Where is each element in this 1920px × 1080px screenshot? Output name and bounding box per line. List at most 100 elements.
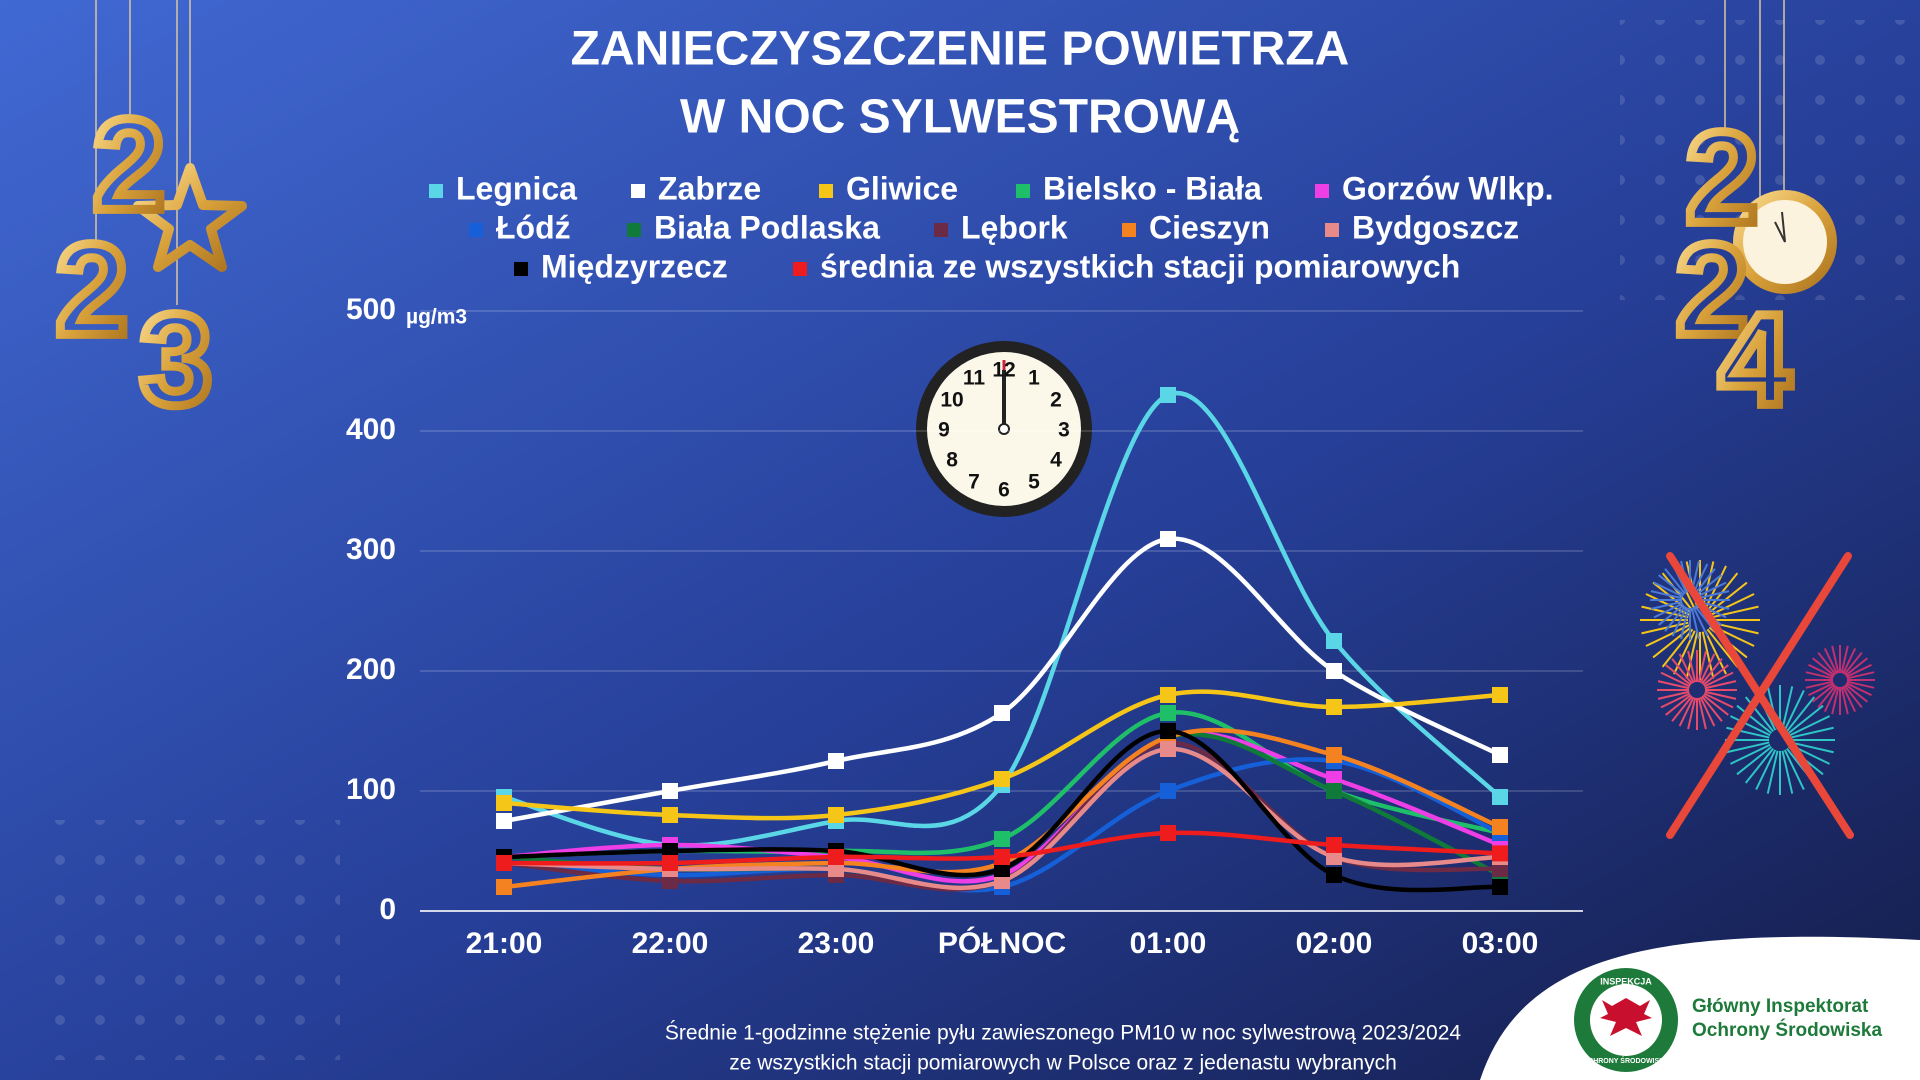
data-point [1492,747,1508,763]
data-point [496,813,512,829]
data-point [994,831,1010,847]
clock-number: 8 [946,449,958,472]
clock-number: 11 [963,367,986,390]
firework-ray [1730,715,1771,737]
firework-ray [1845,682,1872,697]
firework-ray [1671,658,1693,685]
firework-ray [1840,645,1849,674]
data-point [1160,741,1176,757]
clock-number: 12 [992,359,1015,382]
data-point [1326,867,1342,883]
legend-swatch [627,223,641,237]
firework-ray [1786,696,1816,733]
firework-ray [1766,750,1779,794]
year-digit: 3 [140,286,212,432]
y-unit: µg/m3 [406,306,467,329]
data-point [496,855,512,871]
firework-ray [1744,747,1774,784]
firework-ray [1653,581,1684,598]
data-point [662,855,678,871]
clock-number: 5 [1028,471,1040,494]
firework-ray [1650,590,1683,600]
data-point [1492,789,1508,805]
data-point [496,879,512,895]
legend-swatch [1315,184,1329,198]
firework-ray [1808,682,1835,697]
data-point [1160,825,1176,841]
firework-ray [1658,574,1685,596]
firework-ray [1658,604,1685,626]
year-digit: 2 [93,91,165,237]
data-point [1160,387,1176,403]
year-digit: 2 [1676,216,1748,362]
firework-ray [1697,650,1707,683]
firework-ray [1687,697,1697,730]
clock-number: 4 [1050,449,1062,472]
firework-ray [1823,685,1838,712]
x-tick-label: 03:00 [1462,927,1539,960]
firework-ray [1650,600,1683,610]
legend-swatch [793,262,807,276]
firework-ray [1843,652,1863,676]
firework-ray [1781,686,1794,730]
firework-ray [1842,685,1857,712]
firework-ray [1843,684,1863,708]
firework-ray [1790,726,1834,739]
legend-label: Biała Podlaska [654,209,880,245]
firework-ray [1842,648,1857,675]
firework-ray [1652,626,1692,659]
firework-ray [1697,590,1730,600]
logo-ring-bottom: OCHRONY ŚRODOWISKA [1583,1056,1670,1065]
data-point [1326,633,1342,649]
clock-number: 6 [998,479,1010,502]
firework-ray [1695,574,1722,596]
firework-ray [1671,606,1688,637]
data-point [1160,783,1176,799]
legend-label: Bielsko - Biała [1043,170,1262,206]
data-point [1326,837,1342,853]
legend-label: Bydgoszcz [1352,209,1519,245]
firework-ray [1812,657,1836,677]
firework-ray [1703,671,1734,688]
dots-decor [40,820,340,1060]
fireworks-crossed [1640,552,1875,839]
firework-ray [1661,572,1694,612]
firework-ray [1702,664,1729,686]
legend-swatch [514,262,528,276]
firework-ray [1781,750,1794,794]
firework-ray [1846,680,1875,689]
legend-label: Międzyrzecz [541,248,728,284]
data-point [994,771,1010,787]
footnote: Średnie 1-godzinne stężenie pyłu zawiesz… [665,1021,1461,1045]
firework-ray [1657,680,1690,690]
firework-ray [1660,692,1691,709]
firework-ray [1690,607,1700,640]
firework-ray [1692,563,1709,594]
legend-swatch [1016,184,1030,198]
y-tick-label: 300 [346,533,396,566]
legend-label: Gorzów Wlkp. [1342,170,1554,206]
firework-ray [1831,645,1840,674]
firework-ray [1840,686,1849,715]
firework-ray [1817,652,1837,676]
pocket-watch [1733,190,1837,294]
firework-ray [1812,683,1836,703]
clock-number: 7 [968,471,980,494]
firework-ray [1645,624,1690,647]
firework-ray [1706,628,1739,668]
x-tick-label: 23:00 [798,927,875,960]
firework-ray [1680,607,1690,640]
firework-ray [1823,648,1838,675]
firework-ray [1665,664,1692,686]
x-tick-label: 02:00 [1296,927,1373,960]
firework-ray [1696,581,1727,598]
firework-ray [1678,653,1695,684]
data-point [662,783,678,799]
firework-ray [1699,653,1716,684]
legend-swatch [1325,223,1339,237]
firework-ray [1790,741,1834,754]
firework-ray [1708,581,1748,614]
legend-swatch [1122,223,1136,237]
chart-title: W NOC SYLWESTROWĄ [680,91,1240,144]
